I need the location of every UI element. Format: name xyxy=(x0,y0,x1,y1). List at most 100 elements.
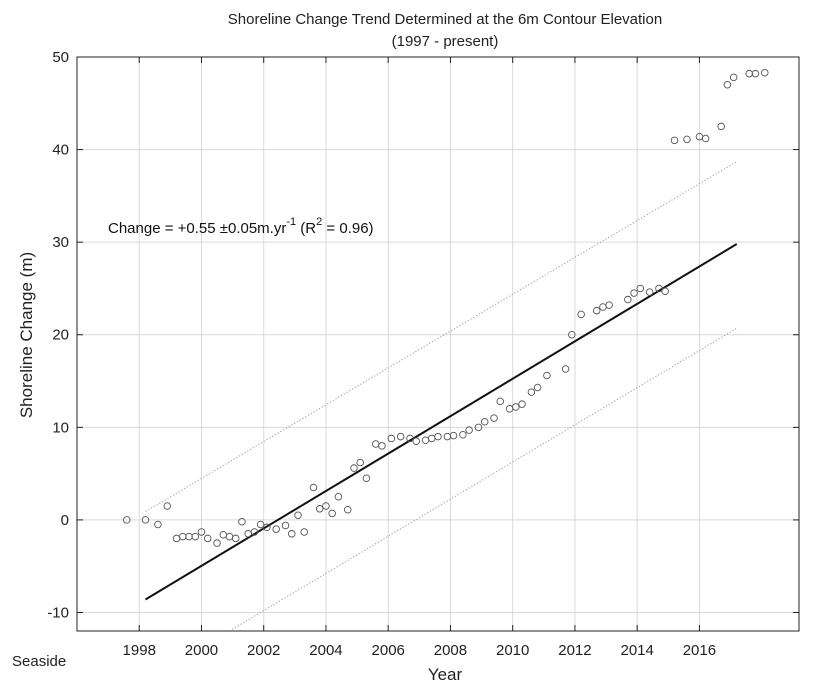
data-point xyxy=(561,365,570,373)
data-point xyxy=(592,306,601,315)
x-tick-label: 2010 xyxy=(496,642,529,659)
data-point xyxy=(350,464,358,472)
x-tick-label: 1998 xyxy=(123,642,156,659)
x-tick-label: 2016 xyxy=(683,642,716,659)
data-point xyxy=(387,434,396,443)
y-tick-label: 20 xyxy=(52,327,69,344)
data-point xyxy=(191,532,200,541)
data-point xyxy=(272,525,280,533)
data-point xyxy=(213,539,221,547)
data-point xyxy=(154,520,162,529)
data-point xyxy=(670,136,679,145)
data-point xyxy=(172,534,181,543)
x-tick-label: 2008 xyxy=(434,642,467,659)
data-point xyxy=(185,532,193,541)
y-tick-label: 30 xyxy=(52,234,69,251)
data-point xyxy=(244,530,252,538)
data-point xyxy=(123,516,131,524)
x-tick-label: 2006 xyxy=(372,642,405,659)
data-point xyxy=(474,423,483,432)
data-point xyxy=(661,287,669,295)
data-point xyxy=(344,505,352,514)
data-point xyxy=(518,400,526,408)
data-point xyxy=(683,135,691,144)
trend-annotation: Change = +0.55 ±0.05m.yr-1 (R2 = 0.96) xyxy=(108,216,374,237)
data-point xyxy=(496,397,504,406)
lower-bound-line xyxy=(229,327,738,632)
upper-bound-line xyxy=(145,161,738,513)
data-point xyxy=(568,330,576,339)
y-tick-label: 0 xyxy=(61,512,69,529)
data-point xyxy=(231,534,240,543)
data-point xyxy=(624,295,632,304)
data-point xyxy=(406,434,414,443)
data-point xyxy=(761,68,769,77)
data-point xyxy=(443,432,452,441)
grid xyxy=(77,56,799,631)
data-point xyxy=(263,523,271,532)
data-point xyxy=(163,502,171,510)
data-point xyxy=(655,284,663,293)
data-point xyxy=(533,383,542,392)
data-point xyxy=(480,418,489,426)
data-point xyxy=(334,493,343,501)
trend-line xyxy=(144,243,738,601)
data-point xyxy=(434,432,442,441)
data-point xyxy=(577,310,585,319)
x-tick-label: 2012 xyxy=(558,642,591,659)
chart-subtitle: (1997 - present) xyxy=(392,33,499,50)
data-point xyxy=(717,122,725,131)
data-point xyxy=(599,303,607,311)
y-tick-label: 40 xyxy=(52,142,69,159)
confidence-bounds xyxy=(145,161,738,632)
data-point xyxy=(179,532,187,541)
data-point xyxy=(543,371,551,380)
data-point xyxy=(256,520,265,529)
data-point xyxy=(396,432,405,441)
data-point xyxy=(281,521,290,530)
data-point xyxy=(197,528,206,536)
y-tick-label: 10 xyxy=(52,419,69,436)
data-point xyxy=(605,301,613,309)
y-tick-label: 50 xyxy=(52,49,69,66)
data-point xyxy=(300,528,308,536)
x-tick-label: 2014 xyxy=(620,642,653,659)
plot-frame xyxy=(76,56,800,632)
data-point xyxy=(465,426,473,434)
data-point xyxy=(490,414,498,422)
data-point xyxy=(225,532,234,541)
data-point xyxy=(322,502,330,510)
annotation-r2-close: = 0.96) xyxy=(322,220,373,237)
data-point xyxy=(378,442,386,450)
data-point xyxy=(356,458,364,467)
data-point xyxy=(505,405,514,413)
data-point xyxy=(238,518,246,526)
y-axis-ticks: -10 0 10 20 30 40 50 xyxy=(47,49,799,621)
data-point xyxy=(512,403,520,411)
data-point xyxy=(362,474,371,482)
data-point xyxy=(645,288,654,296)
y-axis-label: Shoreline Change (m) xyxy=(17,252,36,418)
data-point xyxy=(309,483,318,492)
data-point xyxy=(203,534,212,543)
data-point xyxy=(421,436,430,445)
data-points xyxy=(123,68,769,547)
annotation-r2-open: (R xyxy=(296,220,316,237)
data-point xyxy=(412,437,420,445)
data-point xyxy=(449,431,458,440)
data-point xyxy=(745,69,753,78)
site-label: Seaside xyxy=(12,653,66,670)
data-point xyxy=(372,440,380,448)
data-point xyxy=(219,530,228,539)
data-point xyxy=(459,430,467,439)
y-tick-label: -10 xyxy=(47,604,69,621)
data-point xyxy=(729,73,738,82)
x-axis-ticks: 1998 2000 2002 2004 2006 2008 2010 2012 2014 2016 xyxy=(123,57,716,659)
x-axis-label: Year xyxy=(428,665,463,684)
x-tick-label: 2000 xyxy=(185,642,218,659)
x-tick-label: 2002 xyxy=(247,642,280,659)
data-point xyxy=(250,528,259,536)
data-point xyxy=(428,434,436,443)
data-point xyxy=(630,289,638,297)
